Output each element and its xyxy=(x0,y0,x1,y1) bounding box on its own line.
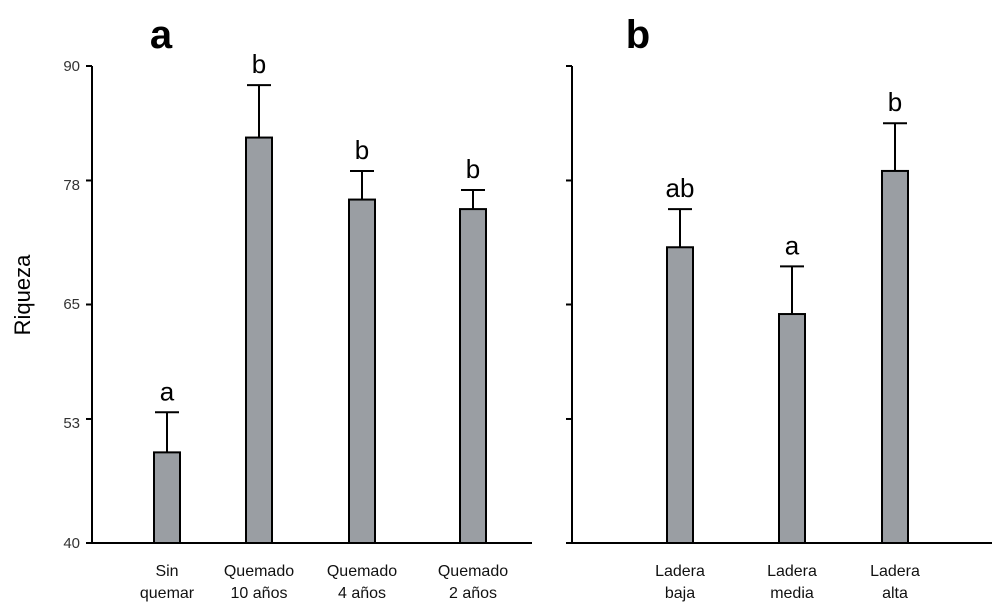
chart-marks: a Sin quemar b Quemado 10 años b Quemado 4 años b… xyxy=(86,49,920,602)
x-tick-label: 10 años xyxy=(231,585,288,602)
y-tick-label: 78 xyxy=(63,177,80,194)
bar xyxy=(881,169,909,544)
significance-label: b xyxy=(355,135,369,165)
y-tick-label: 53 xyxy=(63,415,80,432)
y-tick-label: 40 xyxy=(63,535,80,552)
bar xyxy=(245,136,273,545)
bar xyxy=(778,313,806,545)
significance-label: ab xyxy=(666,173,695,203)
significance-label: b xyxy=(888,87,902,117)
significance-label: b xyxy=(466,154,480,184)
bar xyxy=(153,451,181,544)
x-tick-label: Quemado xyxy=(224,563,294,580)
x-tick-label: 2 años xyxy=(449,585,497,602)
x-tick-label: Ladera xyxy=(655,563,705,580)
x-tick-label: quemar xyxy=(140,585,195,602)
panel-a-label: a xyxy=(150,13,173,57)
significance-label: b xyxy=(252,49,266,79)
x-tick-label: media xyxy=(770,585,814,602)
panel-b-label: b xyxy=(626,13,650,57)
bar xyxy=(348,198,376,544)
x-tick-label: 4 años xyxy=(338,585,386,602)
x-tick-label: Ladera xyxy=(767,563,817,580)
x-tick-label: baja xyxy=(665,585,695,602)
x-tick-label: Quemado xyxy=(327,563,397,580)
bar xyxy=(666,246,694,544)
significance-label: a xyxy=(160,376,175,406)
y-axis-label: Riqueza xyxy=(10,254,35,335)
y-tick-label: 90 xyxy=(63,58,80,75)
x-tick-label: alta xyxy=(882,585,908,602)
x-tick-label: Ladera xyxy=(870,563,920,580)
x-tick-label: Sin xyxy=(155,563,178,580)
bar xyxy=(459,208,487,544)
x-tick-label: Quemado xyxy=(438,563,508,580)
y-tick-label: 65 xyxy=(63,296,80,313)
significance-label: a xyxy=(785,230,800,260)
